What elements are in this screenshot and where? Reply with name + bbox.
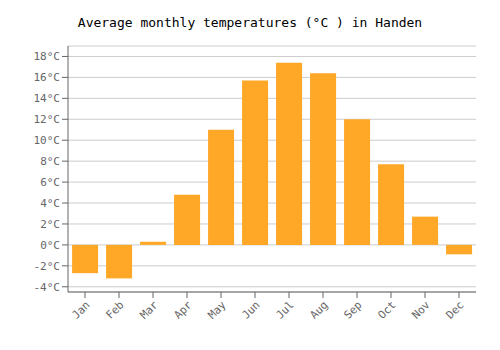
svg-text:16°C: 16°C (34, 71, 61, 84)
svg-text:Oct: Oct (375, 298, 398, 321)
svg-text:8°C: 8°C (40, 155, 60, 168)
svg-text:Aug: Aug (307, 298, 330, 321)
svg-text:18°C: 18°C (34, 50, 61, 63)
svg-text:Jan: Jan (69, 298, 92, 321)
svg-text:10°C: 10°C (34, 134, 61, 147)
svg-text:14°C: 14°C (34, 92, 61, 105)
svg-text:4°C: 4°C (40, 197, 60, 210)
svg-text:Apr: Apr (171, 298, 195, 322)
html-text:Average monthly temperatures (: Average monthly temperatures (°C ) in Ha… (77, 15, 423, 30)
svg-text:-4°C: -4°C (34, 281, 61, 294)
svg-text:2°C: 2°C (40, 218, 60, 231)
svg-text:0°C: 0°C (40, 239, 60, 252)
svg-text:-2°C: -2°C (34, 260, 61, 273)
svg-text:Dec: Dec (443, 298, 466, 321)
svg-text:Jun: Jun (239, 298, 262, 321)
svg-text:May: May (205, 298, 229, 322)
svg-text:Sep: Sep (341, 298, 364, 321)
svg-text:Nov: Nov (409, 298, 433, 322)
svg-text:Feb: Feb (103, 298, 126, 321)
svg-text:6°C: 6°C (40, 176, 60, 189)
svg-text:12°C: 12°C (34, 113, 61, 126)
svg-text:Mar: Mar (137, 298, 161, 322)
svg-text:Jul: Jul (273, 298, 296, 321)
